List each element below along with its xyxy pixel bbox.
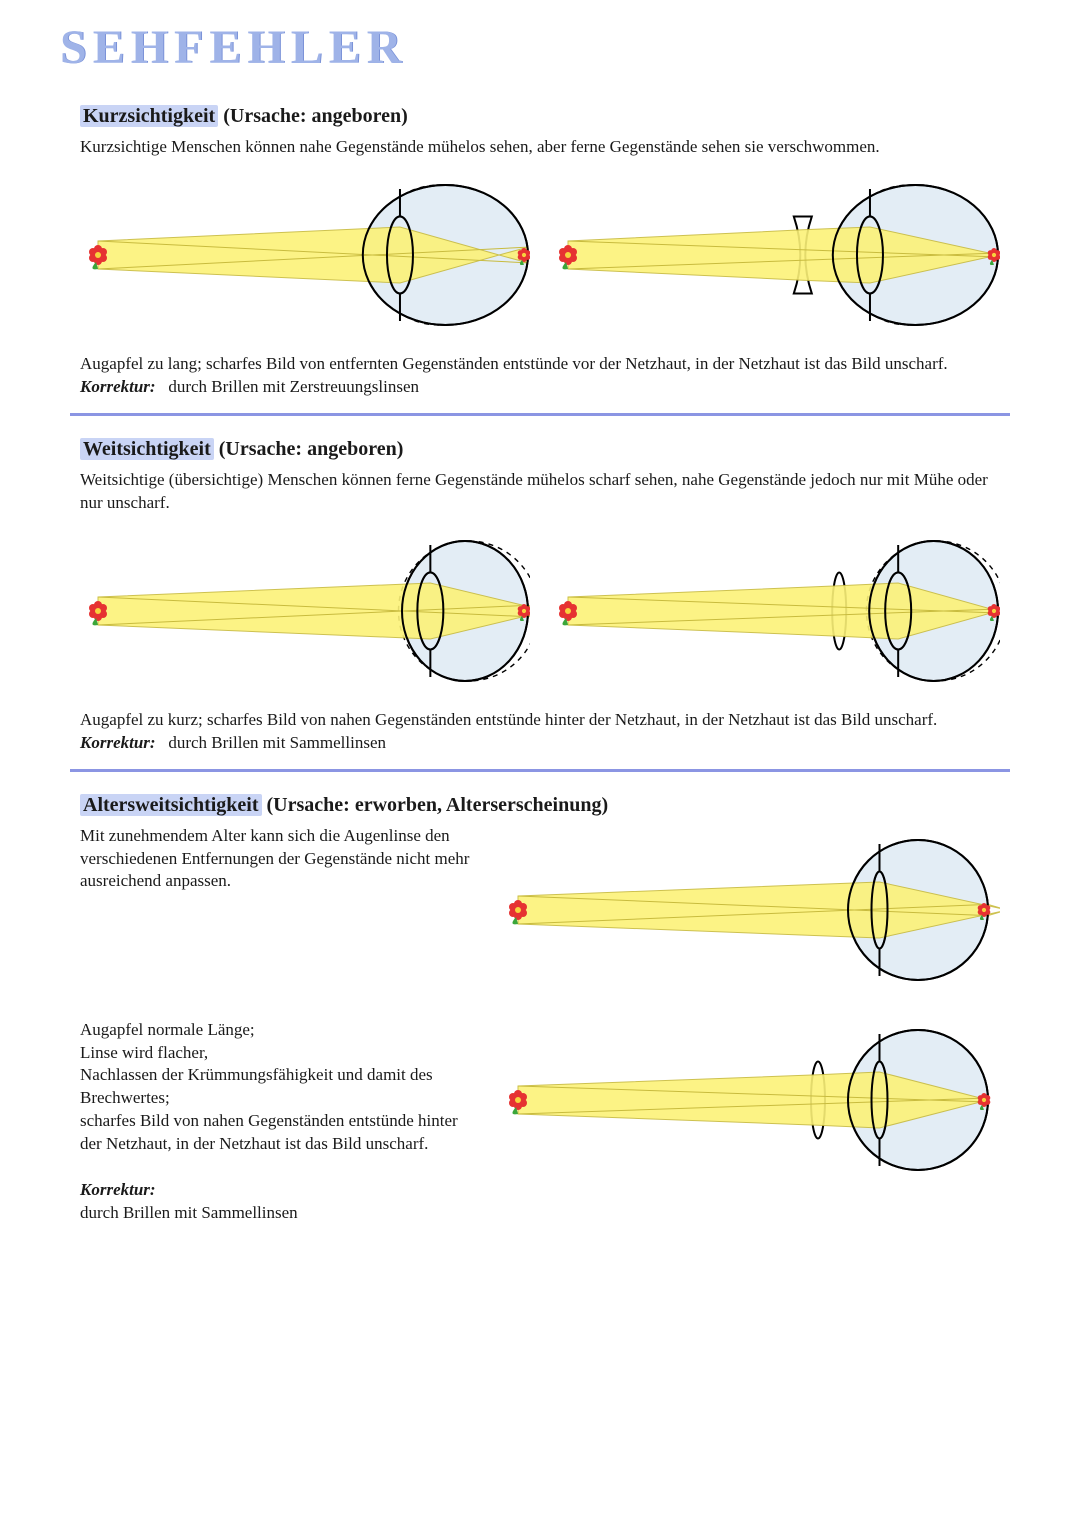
section-caption: Augapfel normale Länge; Linse wird flach… xyxy=(80,1019,480,1225)
eye-diagram xyxy=(550,165,1000,345)
eye-diagram xyxy=(80,165,530,345)
korrektur-text: durch Brillen mit Sammellinsen xyxy=(168,733,386,752)
section-separator xyxy=(70,413,1010,416)
diagram-row xyxy=(80,521,1000,701)
heading-highlight: Altersweitsichtigkeit xyxy=(80,794,262,816)
section-caption: Augapfel zu lang; scharfes Bild von entf… xyxy=(80,353,1000,399)
section-weitsichtigkeit: Weitsichtigkeit (Ursache: angeboren) Wei… xyxy=(80,438,1000,755)
eye-diagram xyxy=(500,825,1000,995)
caption-body: Augapfel zu kurz; scharfes Bild von nahe… xyxy=(80,710,937,729)
eye-diagram xyxy=(80,521,530,701)
page-title: SEHFEHLER xyxy=(60,20,1020,75)
section-separator xyxy=(70,769,1010,772)
korrektur-label: Korrektur: xyxy=(80,1180,156,1199)
section-heading: Altersweitsichtigkeit (Ursache: erworben… xyxy=(80,794,1000,817)
heading-rest: (Ursache: angeboren) xyxy=(214,438,404,460)
eye-diagram xyxy=(500,1015,1000,1185)
korrektur-label: Korrektur: xyxy=(80,733,156,752)
section-altersweitsichtigkeit: Altersweitsichtigkeit (Ursache: erworben… xyxy=(80,794,1000,1225)
section-heading: Weitsichtigkeit (Ursache: angeboren) xyxy=(80,438,1000,461)
section-intro: Kurzsichtige Menschen können nahe Gegens… xyxy=(80,136,1000,159)
row-intro-diagram: Mit zunehmendem Alter kann sich die Auge… xyxy=(80,825,1000,995)
caption-body: Augapfel normale Länge; Linse wird flach… xyxy=(80,1020,458,1154)
section-intro: Weitsichtige (übersichtige) Menschen kön… xyxy=(80,469,1000,515)
row-caption-diagram: Augapfel normale Länge; Linse wird flach… xyxy=(80,1015,1000,1225)
heading-highlight: Weitsichtigkeit xyxy=(80,438,214,460)
eye-diagram xyxy=(550,521,1000,701)
section-heading: Kurzsichtigkeit (Ursache: angeboren) xyxy=(80,105,1000,128)
korrektur-text: durch Brillen mit Zerstreuungslinsen xyxy=(168,377,419,396)
heading-highlight: Kurzsichtigkeit xyxy=(80,105,218,127)
caption-body: Augapfel zu lang; scharfes Bild von entf… xyxy=(80,354,948,373)
section-kurzsichtigkeit: Kurzsichtigkeit (Ursache: angeboren) Kur… xyxy=(80,105,1000,399)
section-caption: Augapfel zu kurz; scharfes Bild von nahe… xyxy=(80,709,1000,755)
korrektur-text: durch Brillen mit Sammellinsen xyxy=(80,1203,298,1222)
section-intro: Mit zunehmendem Alter kann sich die Auge… xyxy=(80,825,480,894)
heading-rest: (Ursache: erworben, Alterserscheinung) xyxy=(262,794,609,816)
heading-rest: (Ursache: angeboren) xyxy=(218,105,408,127)
korrektur-label: Korrektur: xyxy=(80,377,156,396)
diagram-row xyxy=(80,165,1000,345)
